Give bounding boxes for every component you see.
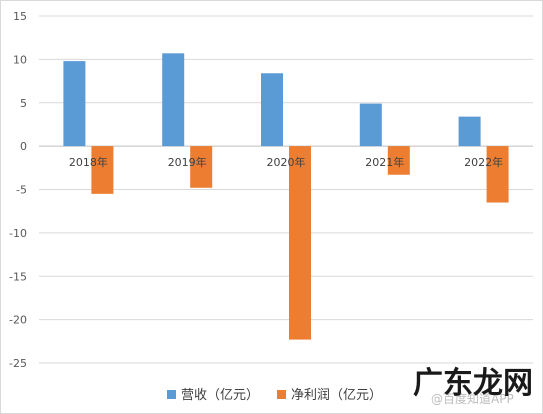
bar-net-profit — [387, 146, 410, 175]
y-tick-label: -5 — [16, 184, 27, 197]
legend-swatch-net-profit — [277, 390, 286, 399]
watermark-logo-text: 广东龙网 — [413, 366, 533, 401]
bar-net-profit — [289, 146, 311, 340]
legend-swatch-revenue — [167, 390, 176, 399]
bars — [63, 53, 509, 340]
x-axis-category-labels: 2018年 2019年 2020年 2021年 2022年 — [69, 155, 503, 169]
category-label: 2018年 — [69, 155, 108, 169]
bar-net-profit — [91, 146, 114, 194]
y-tick-label: -10 — [9, 227, 27, 240]
legend: 营收（亿元） 净利润（亿元） — [167, 388, 382, 403]
y-tick-label: 15 — [13, 10, 27, 23]
y-tick-label: -20 — [9, 314, 27, 327]
y-tick-label: -25 — [9, 357, 27, 370]
watermark-source-text: @百度知道APP — [431, 391, 514, 406]
legend-label-net-profit: 净利润（亿元） — [291, 388, 382, 403]
bar-revenue — [261, 73, 283, 147]
category-label: 2022年 — [464, 155, 503, 169]
category-label: 2019年 — [168, 155, 207, 169]
bar-revenue — [359, 103, 382, 147]
watermark: @百度知道APP 广东龙网 — [413, 366, 533, 406]
category-label: 2021年 — [365, 155, 404, 169]
y-axis-tick-labels: 15 10 5 0 -5 -10 -15 -20 -25 — [9, 10, 27, 370]
bar-revenue — [63, 61, 86, 147]
gridlines — [39, 15, 533, 364]
bar-revenue — [162, 53, 185, 147]
y-tick-label: 0 — [20, 140, 27, 153]
legend-label-revenue: 营收（亿元） — [181, 388, 259, 403]
bar-revenue — [458, 116, 481, 147]
bar-net-profit — [190, 146, 213, 188]
bar-net-profit — [486, 146, 509, 203]
y-tick-label: 5 — [20, 97, 27, 110]
y-tick-label: -15 — [9, 270, 27, 283]
y-tick-label: 10 — [13, 53, 27, 66]
category-label: 2020年 — [267, 155, 306, 169]
